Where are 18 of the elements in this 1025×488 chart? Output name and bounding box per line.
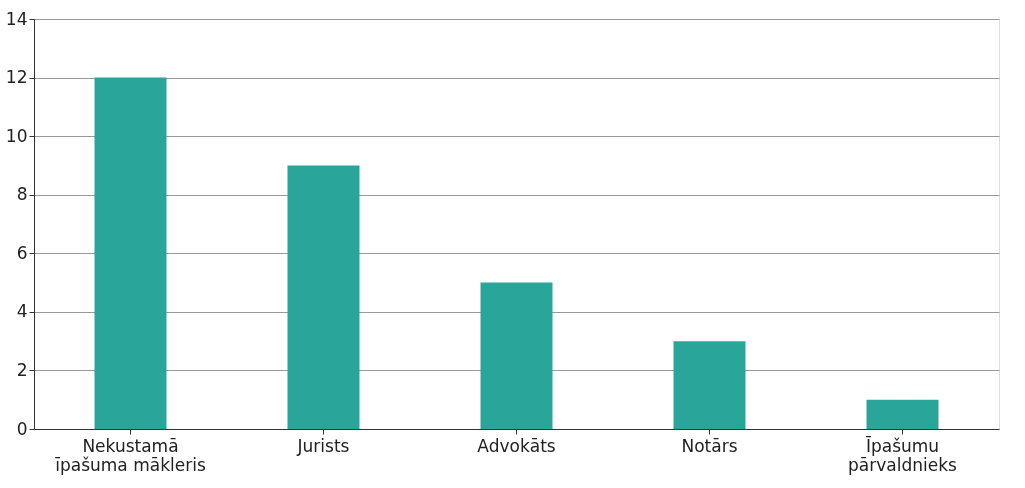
x-tick-label: Jurists [296,435,350,456]
y-tick-label: 4 [16,301,28,322]
x-tick-label: Advokāts [477,435,556,456]
y-tick-label: 10 [5,125,28,146]
x-tick-label: Nekustamā īpašuma mākleris [54,435,206,475]
x-tick-label: Īpašumu pārvaldnieks [848,434,958,475]
y-tick-label: 8 [16,184,28,205]
y-tick-label: 14 [5,8,28,29]
y-tick-label: 12 [5,67,28,88]
bar [673,341,746,429]
bar [287,165,360,429]
bar [94,77,167,429]
x-tick-label: Notārs [681,435,738,456]
bar [480,282,553,429]
y-tick-label: 2 [16,359,28,380]
y-tick-label: 0 [16,418,28,439]
y-tick-label: 6 [16,242,28,263]
bar [866,399,939,429]
